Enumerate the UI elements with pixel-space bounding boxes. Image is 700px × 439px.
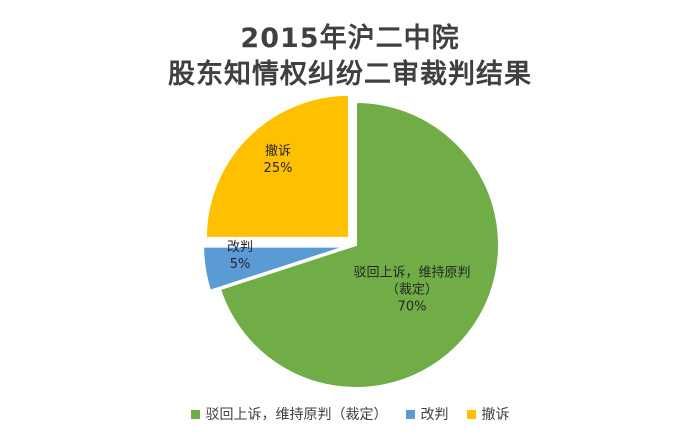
pie-label-affirmed-text-2: （裁定） (386, 282, 438, 298)
legend-swatch-affirmed (190, 409, 200, 419)
pie-label-affirmed-text-1: 驳回上诉，维持原判 (353, 266, 470, 281)
legend-item-reversed: 改判 (405, 404, 449, 424)
chart-title-line-2: 股东知情权纠纷二审裁判结果 (168, 59, 532, 90)
pie-labels: 驳回上诉，维持原判（裁定） 70% 改判 5% 撤诉 25% (227, 143, 471, 315)
legend-swatch-withdrawn (466, 409, 476, 419)
pie-slice-withdrawn (204, 93, 350, 239)
legend-item-withdrawn: 撤诉 (466, 404, 510, 424)
pie-slices (202, 93, 500, 389)
pie-slice-affirmed (218, 100, 500, 389)
pie-label-affirmed-percent: 70% (398, 300, 427, 315)
chart-title-line-1: 2015年沪二中院 (240, 23, 460, 54)
pie-slice-reversed (202, 245, 347, 293)
legend-label-affirmed: 驳回上诉，维持原判（裁定） (205, 407, 388, 423)
legend-swatch-reversed (405, 409, 415, 419)
legend: 驳回上诉，维持原判（裁定） 改判 撤诉 (0, 404, 700, 424)
pie-label-withdrawn-percent: 25% (264, 161, 293, 176)
pie-label-reversed-text-1: 改判 (227, 240, 253, 255)
legend-label-withdrawn: 撤诉 (481, 407, 510, 423)
legend-label-reversed: 改判 (420, 407, 449, 423)
pie-label-reversed-percent: 5% (230, 257, 251, 272)
pie-label-withdrawn-text-1: 撤诉 (265, 143, 291, 159)
legend-item-affirmed: 驳回上诉，维持原判（裁定） (190, 404, 388, 424)
